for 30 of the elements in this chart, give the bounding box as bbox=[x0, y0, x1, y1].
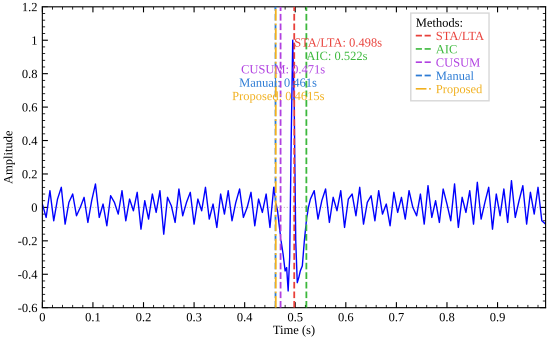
y-tick-label: -0.2 bbox=[18, 236, 37, 246]
x-tick-label: 0 bbox=[40, 312, 45, 322]
y-tick-label: 0.8 bbox=[22, 70, 38, 78]
ref-line-label: STA/LTA bbox=[436, 32, 484, 40]
legend-title: Methods: bbox=[416, 18, 462, 27]
y-tick-label: 0.4 bbox=[22, 136, 38, 146]
x-tick-label: 0.2 bbox=[136, 312, 151, 322]
x-tick-label: 0.3 bbox=[186, 312, 202, 322]
x-tick-label: 0.6 bbox=[338, 312, 354, 322]
y-tick-label: 0 bbox=[32, 203, 38, 212]
y-axis-title: Amplitude bbox=[4, 130, 15, 184]
y-tick-label: 1.2 bbox=[22, 2, 37, 12]
x-tick-label: 0.7 bbox=[389, 312, 404, 322]
line-series bbox=[42, 40, 546, 292]
x-tick-label: 0.5 bbox=[288, 312, 303, 322]
ref-line-label: Proposed bbox=[436, 84, 482, 96]
y-tick-label: -0.6 bbox=[18, 304, 38, 312]
y-tick-label: 0.2 bbox=[22, 170, 37, 178]
ref-line-label: Manual bbox=[436, 71, 474, 80]
x-tick-label: 0.8 bbox=[440, 312, 454, 322]
y-tick-label: 1 bbox=[32, 36, 37, 45]
ref-line-label: CUSUM bbox=[436, 58, 480, 67]
x-axis-title: Time (s) bbox=[273, 325, 315, 337]
annotation: STA/LTA: 0.498s bbox=[295, 38, 382, 47]
ref-line-label: AIC bbox=[436, 45, 457, 54]
x-tick-label: 0.4 bbox=[237, 312, 252, 322]
x-tick-label: 0.9 bbox=[490, 312, 505, 322]
x-tick-label: 0.1 bbox=[86, 312, 100, 322]
y-tick-label: 0.6 bbox=[22, 103, 38, 112]
y-tick-label: -0.4 bbox=[18, 270, 38, 279]
